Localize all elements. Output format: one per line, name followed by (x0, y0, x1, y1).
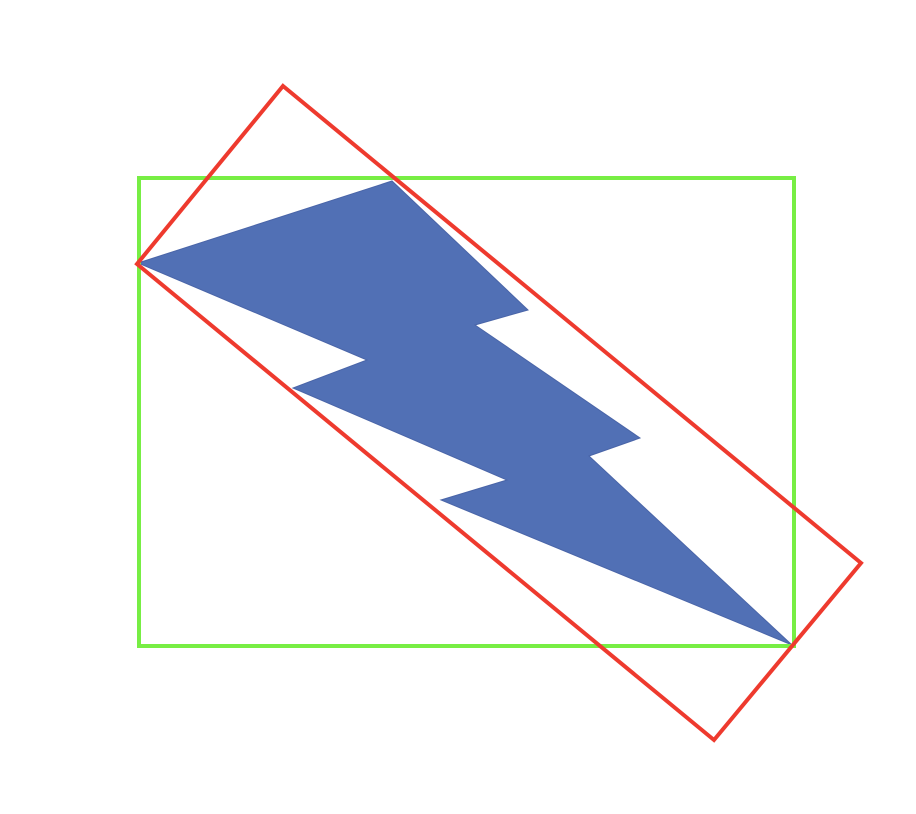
lightning-bolt-shape (136, 180, 793, 646)
axis-aligned-bounding-box (137, 176, 796, 648)
oriented-bounding-box (134, 83, 864, 743)
